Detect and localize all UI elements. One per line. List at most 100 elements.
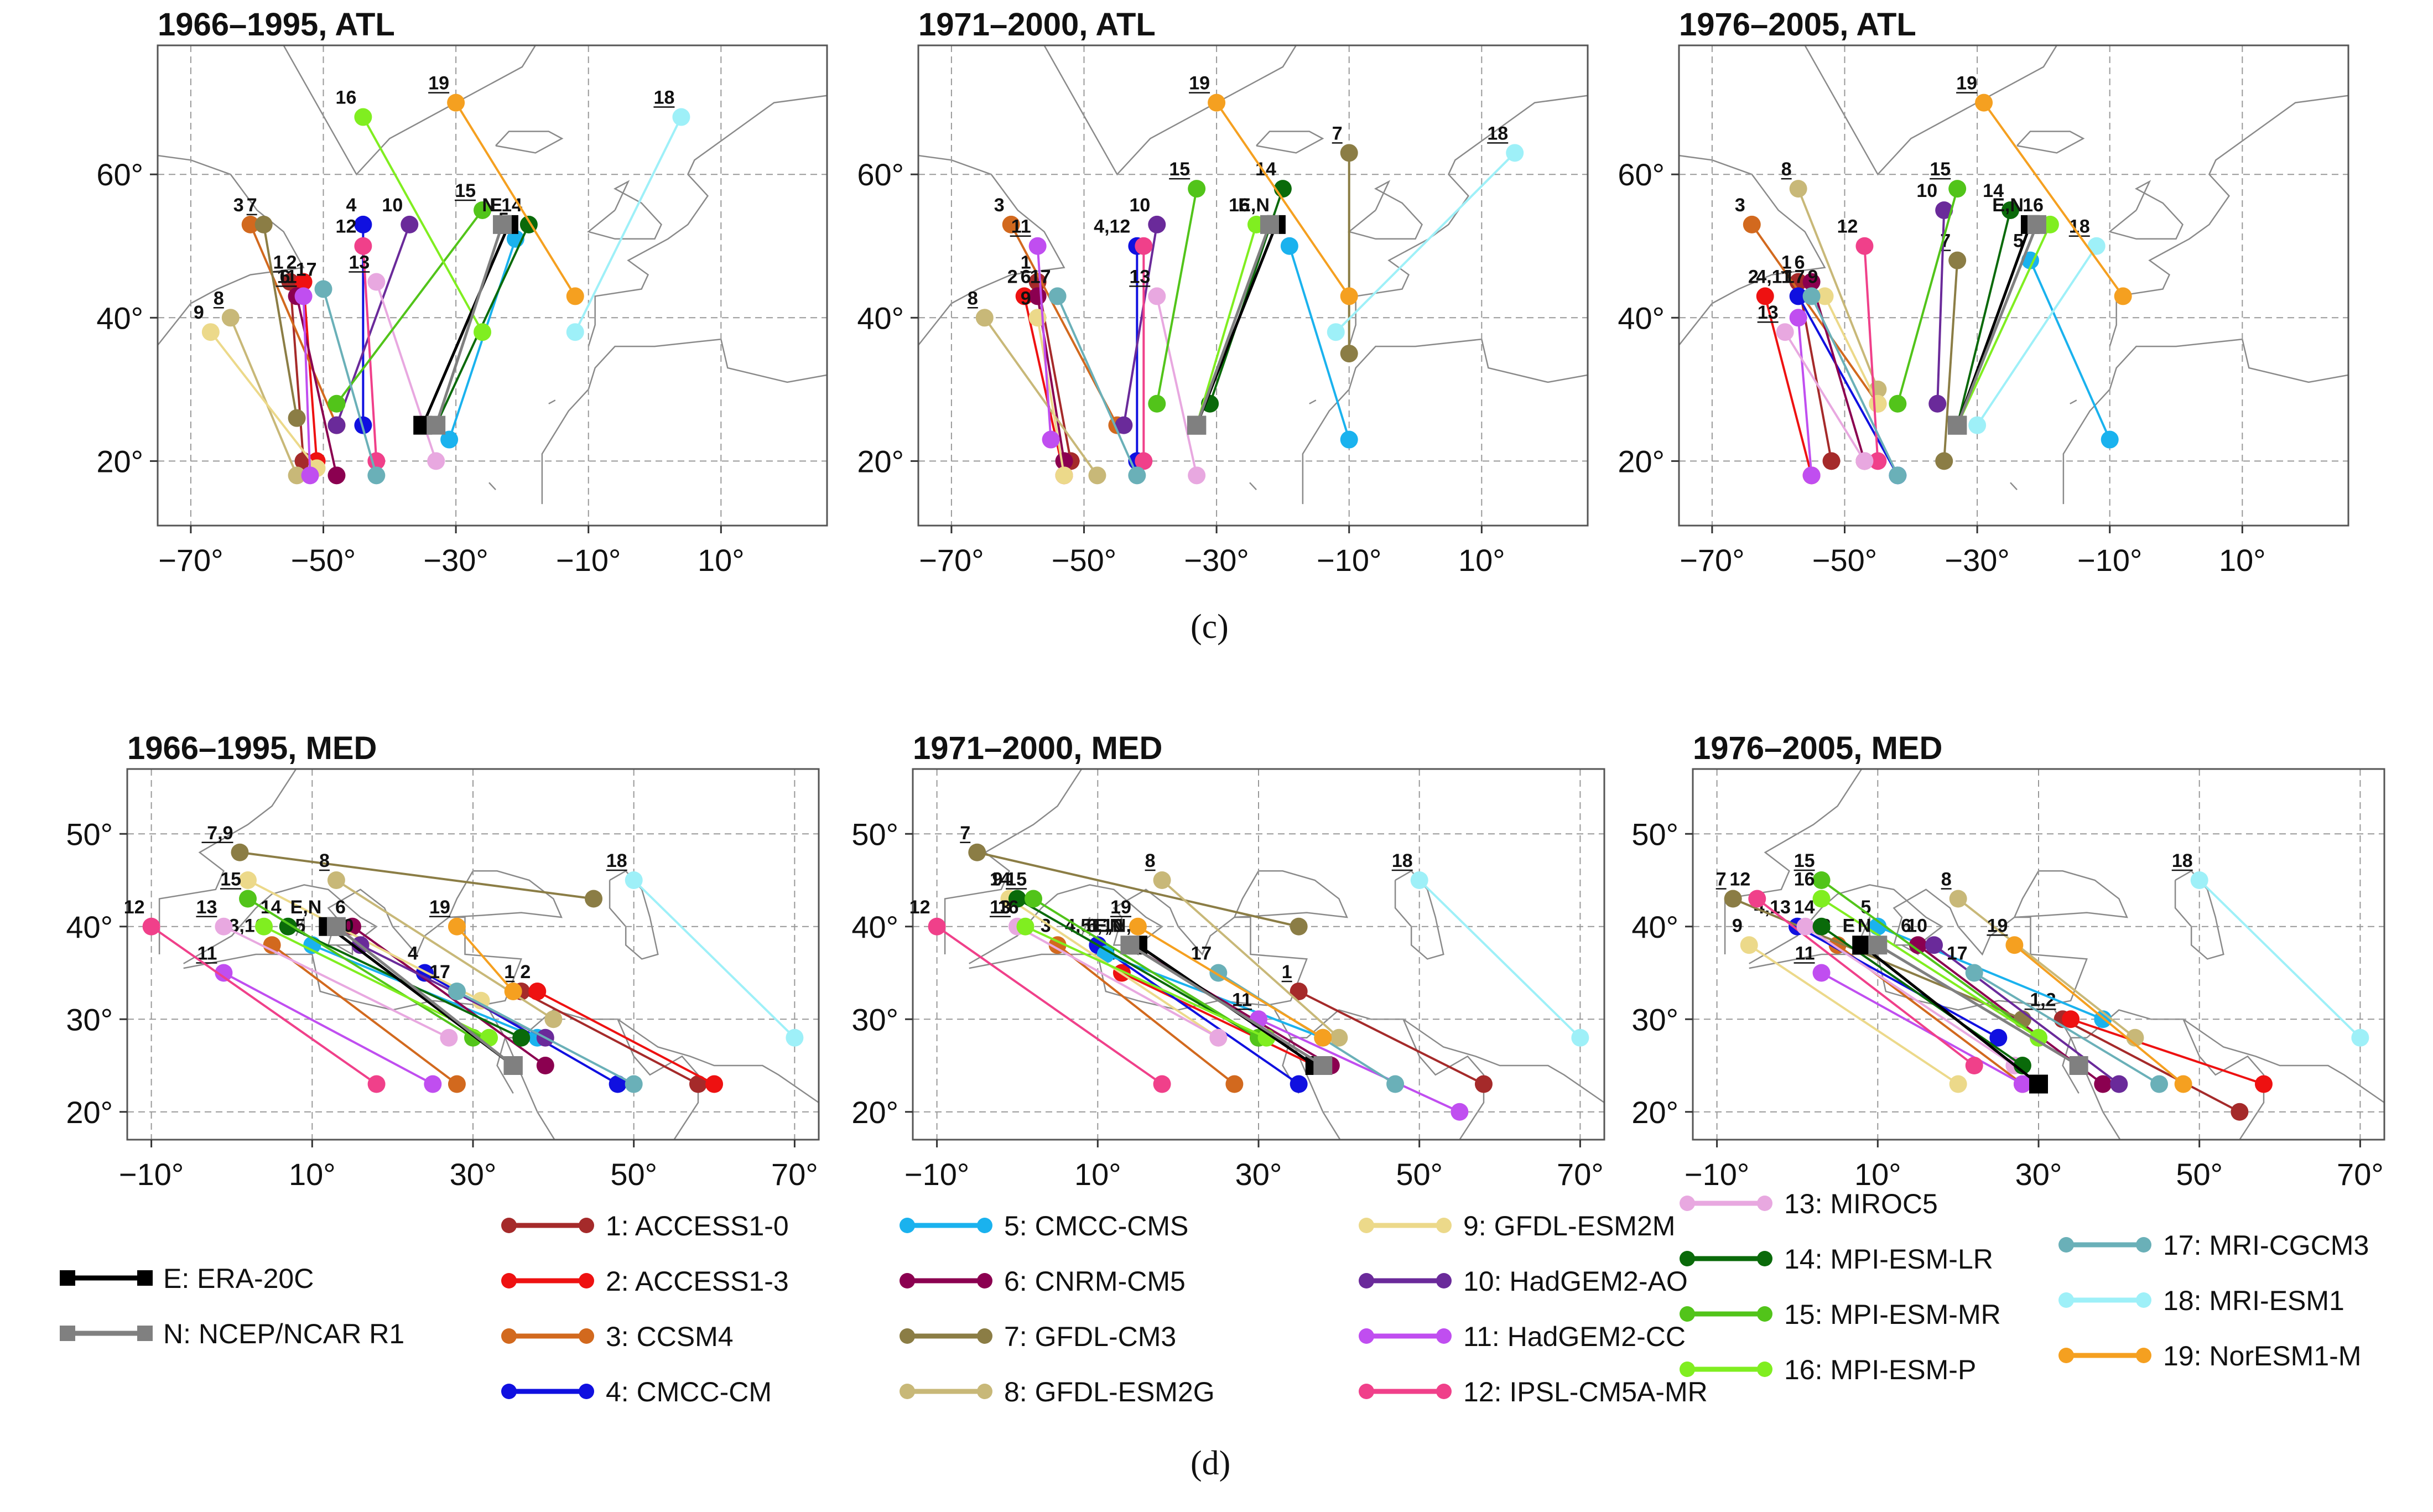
- legend-marker: [579, 1273, 594, 1288]
- coastline: [944, 769, 1083, 954]
- point-14-end: [512, 1028, 531, 1047]
- point-7-end: [585, 890, 603, 908]
- point-label-16: 16: [336, 87, 357, 108]
- point-12-end: [1965, 1057, 1983, 1074]
- point-11-end: [424, 1075, 442, 1093]
- point-label-6: 6: [1795, 252, 1805, 273]
- point-13-start: [1776, 323, 1794, 341]
- point-14-start: [2001, 201, 2020, 219]
- legend-item-ccsm4: 3: CCSM4: [501, 1321, 734, 1352]
- point-9-end: [472, 991, 490, 1010]
- series-line-n: [1877, 944, 2080, 1067]
- x-tick-label: 10°: [698, 543, 745, 578]
- coastline: [2010, 482, 2018, 491]
- point-label-10: 10: [1129, 195, 1150, 216]
- coastline: [587, 180, 662, 240]
- point-8-end: [544, 1010, 563, 1028]
- point-12-start: [1135, 237, 1153, 255]
- legend-item-mri-esm1: 18: MRI-ESM1: [2058, 1285, 2344, 1316]
- point-15-end: [1148, 394, 1166, 413]
- series-line-19: [456, 926, 514, 993]
- point-label-8: 8: [214, 288, 224, 309]
- coastline: [1309, 399, 1317, 404]
- series-line-8: [229, 317, 298, 476]
- point-15-start: [239, 890, 257, 908]
- point-e-end: [2029, 1074, 2048, 1094]
- x-tick-label: 50°: [2176, 1157, 2223, 1192]
- panel-1976-2005-atl: −70° −50° −30° −10° 10° 20° 40° 60° 1976–2005, A…: [1618, 7, 2349, 578]
- point-18-end: [1571, 1028, 1589, 1047]
- series-line-4: [1797, 295, 1899, 476]
- panel-title: 1971–2000, MED: [913, 730, 1162, 766]
- point-16-end: [474, 323, 492, 341]
- point-4-start: [354, 215, 372, 233]
- coastline: [1402, 1019, 1604, 1104]
- series-line-n: [335, 925, 514, 1067]
- point-3-start: [1002, 215, 1020, 233]
- coastline: [2070, 399, 2077, 404]
- point-8-end: [288, 466, 306, 485]
- point-n-end: [1313, 1056, 1333, 1075]
- point-3-start: [241, 215, 259, 233]
- y-tick-label: 40°: [857, 300, 904, 335]
- series-line-11: [1797, 318, 1813, 476]
- series-line-15: [1156, 188, 1198, 404]
- x-tick-label: 50°: [1396, 1157, 1443, 1192]
- point-n-start: [492, 215, 512, 234]
- legend-marker: [2136, 1348, 2151, 1363]
- point-label-7: 7: [1716, 869, 1727, 890]
- plot-frame: [1678, 44, 2349, 527]
- series-line-8: [1957, 897, 2136, 1039]
- point-label-1: 1: [504, 962, 514, 983]
- point-label-4: 4,11: [1756, 266, 1791, 287]
- panels-group: −70° −50° −30° −10° 10° 20° 40° 60° 1966–1995, A…: [66, 7, 2385, 1192]
- series-line-14: [287, 925, 522, 1039]
- point-10-start: [1925, 936, 1943, 954]
- legend-marker: [1436, 1218, 1452, 1233]
- series-line-7: [976, 851, 1299, 928]
- point-label-12: 12: [1837, 216, 1858, 237]
- point-1-start: [1290, 983, 1308, 1000]
- point-11-start: [294, 287, 313, 305]
- y-tick-label: 30°: [1631, 1002, 1678, 1037]
- y-tick-label: 20°: [66, 1095, 113, 1130]
- legend-label: 12: IPSL-CM5A-MR: [1463, 1376, 1708, 1407]
- y-tick-label: 20°: [1618, 444, 1665, 479]
- point-label-19: 19: [428, 73, 449, 94]
- coastline: [488, 1009, 514, 1094]
- series-line-19: [2014, 944, 2184, 1085]
- x-tick-label: 70°: [771, 1157, 818, 1192]
- point-label-2: 2: [520, 962, 531, 983]
- legend-marker: [1757, 1306, 1772, 1322]
- series-line-18: [633, 879, 796, 1039]
- point-label-4: 4: [408, 943, 418, 964]
- point-label-14: 14: [990, 869, 1011, 890]
- point-4-end: [1989, 1028, 2008, 1047]
- point-e-start: [1852, 936, 1871, 955]
- panel-1971-2000-med: −10° 10° 30° 50° 70° 20° 30° 40° 50° 1971–2000, M…: [851, 730, 1605, 1192]
- point-19-start: [1129, 917, 1147, 936]
- series-line-11: [1821, 971, 2023, 1085]
- series-line-17: [1810, 295, 1899, 476]
- legend-marker: [1359, 1384, 1374, 1399]
- legend-item-cmcc-cms: 5: CMCC-CMS: [900, 1210, 1188, 1241]
- series-line-12: [362, 246, 378, 461]
- series-line-16: [362, 116, 484, 333]
- coastline: [548, 399, 556, 404]
- series-line-12: [1756, 897, 1975, 1067]
- series-line-3: [1057, 944, 1235, 1085]
- legend-marker: [1436, 1384, 1452, 1399]
- point-13-end: [1855, 452, 1874, 470]
- point-12-end: [1153, 1075, 1171, 1093]
- legend-label: 16: MPI-ESM-P: [1784, 1354, 1976, 1385]
- y-tick-label: 20°: [1631, 1095, 1678, 1130]
- series-line-12: [936, 926, 1163, 1085]
- legend-marker: [900, 1328, 915, 1344]
- coastline: [2062, 338, 2348, 505]
- point-label-2: 2: [287, 252, 297, 273]
- point-label-18: 18: [654, 87, 675, 108]
- point-6-start: [1909, 936, 1927, 954]
- x-tick-label: 30°: [450, 1157, 497, 1192]
- point-18-start: [1506, 144, 1524, 162]
- point-1-start: [1789, 273, 1807, 291]
